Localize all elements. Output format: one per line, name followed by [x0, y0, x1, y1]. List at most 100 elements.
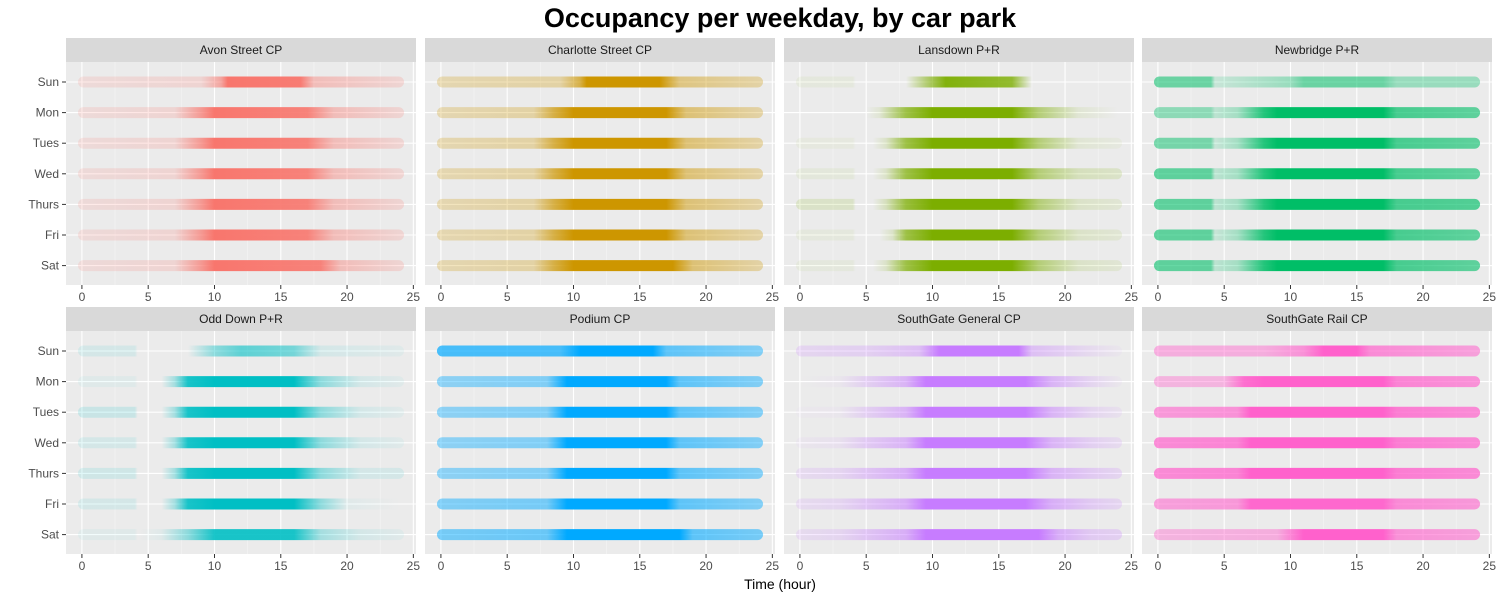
x-tick-label: 10	[926, 290, 940, 304]
points-wed	[795, 437, 1123, 449]
facet-strip-label: Podium CP	[570, 312, 631, 326]
x-tick-label: 0	[797, 290, 804, 304]
x-tick-label: 20	[340, 559, 354, 573]
x-tick-label: 15	[1350, 290, 1364, 304]
points-sat	[77, 529, 405, 541]
y-tick-label: Wed	[35, 167, 59, 181]
points-fri	[436, 498, 764, 510]
x-tick-label: 20	[1058, 290, 1072, 304]
facet-panel: Odd Down P+R 0 5 10 15 20 25 Sun Mon Tues Wed Thurs…	[28, 307, 420, 573]
points-sat	[436, 529, 764, 541]
points-wed	[795, 168, 1123, 180]
points-thurs	[1153, 467, 1481, 479]
x-tick-label: 25	[407, 559, 421, 573]
x-tick-label: 25	[1483, 559, 1497, 573]
facet-strip	[784, 38, 1134, 62]
x-tick-label: 15	[274, 290, 288, 304]
points-wed	[436, 437, 764, 449]
y-tick-label: Thurs	[28, 466, 59, 480]
x-tick-label: 0	[79, 290, 86, 304]
x-tick-label: 5	[1221, 559, 1228, 573]
points-mon	[795, 107, 1123, 119]
facet-panel: SouthGate Rail CP 0 5 10 15 20 25	[1142, 307, 1496, 573]
y-tick-label: Tues	[33, 405, 59, 419]
x-tick-label: 0	[438, 290, 445, 304]
x-tick-label: 10	[1284, 559, 1298, 573]
facet-strip-label: Avon Street CP	[200, 43, 283, 57]
x-tick-label: 10	[567, 290, 581, 304]
y-tick-label: Wed	[35, 436, 59, 450]
x-tick-label: 10	[567, 559, 581, 573]
x-axis-label: Time (hour)	[744, 576, 816, 592]
x-tick-label: 15	[1350, 559, 1364, 573]
points-thurs	[436, 198, 764, 210]
points-fri	[436, 229, 764, 241]
points-thurs	[436, 467, 764, 479]
x-tick-label: 25	[1483, 290, 1497, 304]
facet-panel: Charlotte Street CP 0 5 10 15 20 25	[425, 38, 779, 304]
x-tick-label: 0	[1155, 290, 1162, 304]
x-tick-label: 0	[79, 559, 86, 573]
points-sun	[1153, 345, 1481, 357]
points-sat	[1153, 260, 1481, 272]
facet-strip	[425, 307, 775, 331]
x-tick-label: 5	[145, 559, 152, 573]
facet-strip-label: Odd Down P+R	[199, 312, 283, 326]
facet-panel: Avon Street CP 0 5 10 15 20 25 Sun Mon Tues Wed Thu…	[28, 38, 420, 304]
points-mon	[436, 107, 764, 119]
points-thurs	[795, 198, 1123, 210]
x-tick-label: 25	[407, 290, 421, 304]
points-fri	[1153, 498, 1481, 510]
facet-strip	[66, 38, 416, 62]
points-sat	[1153, 529, 1481, 541]
x-tick-label: 25	[1125, 559, 1139, 573]
points-tues	[795, 406, 1123, 418]
facet-panel: Podium CP 0 5 10 15 20 25	[425, 307, 779, 573]
x-tick-label: 10	[208, 290, 222, 304]
x-tick-label: 5	[1221, 290, 1228, 304]
x-tick-label: 20	[1416, 290, 1430, 304]
points-fri	[1153, 229, 1481, 241]
x-tick-label: 15	[633, 559, 647, 573]
points-wed	[1153, 168, 1481, 180]
y-tick-label: Mon	[36, 375, 59, 389]
x-tick-label: 25	[766, 559, 780, 573]
x-tick-label: 10	[208, 559, 222, 573]
points-thurs	[1153, 198, 1481, 210]
points-mon	[77, 107, 405, 119]
facet-strip	[66, 307, 416, 331]
points-wed	[1153, 437, 1481, 449]
x-tick-label: 20	[699, 290, 713, 304]
points-mon	[1153, 107, 1481, 119]
facet-strip-label: Charlotte Street CP	[548, 43, 652, 57]
x-tick-label: 0	[438, 559, 445, 573]
points-fri	[795, 498, 1123, 510]
points-fri	[795, 229, 1123, 241]
points-tues	[1153, 137, 1481, 149]
y-tick-label: Sat	[41, 259, 60, 273]
x-tick-label: 5	[863, 559, 870, 573]
facet-strip	[1142, 307, 1492, 331]
points-tues	[436, 406, 764, 418]
points-thurs	[77, 467, 405, 479]
points-mon	[436, 376, 764, 388]
x-tick-label: 0	[1155, 559, 1162, 573]
facet-panel: SouthGate General CP 0 5 10 15 20 25	[784, 307, 1138, 573]
points-mon	[77, 376, 405, 388]
points-thurs	[77, 198, 405, 210]
x-tick-label: 20	[340, 290, 354, 304]
points-sun	[436, 345, 764, 357]
points-mon	[795, 376, 1123, 388]
points-tues	[77, 406, 405, 418]
x-tick-label: 5	[504, 559, 511, 573]
x-tick-label: 15	[274, 559, 288, 573]
facet-panel: Lansdown P+R 0 5 10 15 20 25	[784, 38, 1138, 304]
y-tick-label: Fri	[45, 228, 59, 242]
points-sun	[1153, 76, 1481, 88]
x-tick-label: 20	[1416, 559, 1430, 573]
points-tues	[436, 137, 764, 149]
points-wed	[77, 437, 405, 449]
points-sat	[795, 260, 1123, 272]
y-tick-label: Thurs	[28, 197, 59, 211]
